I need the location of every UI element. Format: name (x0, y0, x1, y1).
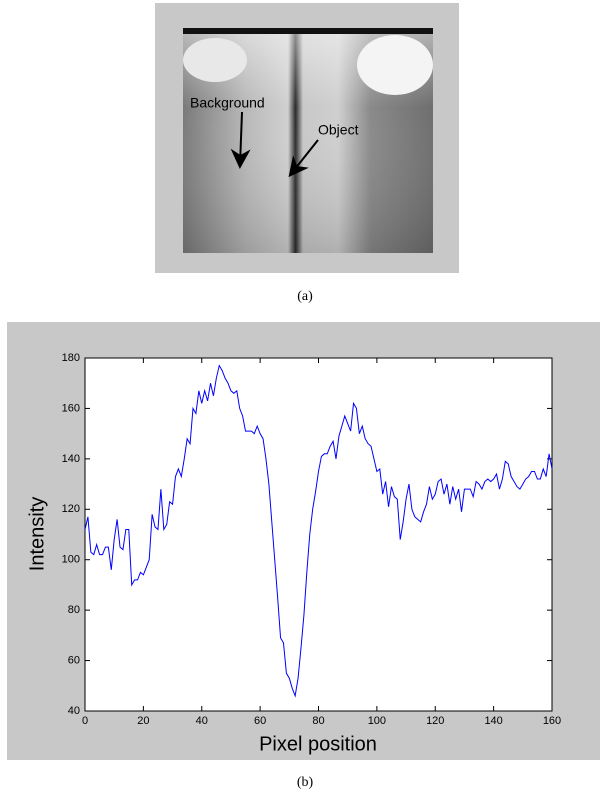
y-tick-label: 40 (68, 705, 80, 717)
photo-highlight (357, 35, 433, 95)
x-tick-label: 120 (426, 715, 444, 727)
y-axis-label: Intensity (26, 497, 48, 571)
caption: (b) (297, 775, 314, 790)
y-tick-label: 160 (62, 402, 80, 414)
annotation: Object (318, 122, 359, 138)
photo-highlight (183, 38, 247, 82)
x-tick-label: 0 (82, 715, 88, 727)
x-tick-label: 80 (312, 715, 324, 727)
data-line (84, 364, 553, 698)
plot-area (84, 357, 553, 712)
x-tick-label: 140 (484, 715, 502, 727)
photo-edge (183, 28, 433, 34)
y-tick-label: 140 (62, 453, 80, 465)
y-tick-label: 100 (62, 554, 80, 566)
x-tick-label: 20 (137, 715, 149, 727)
x-axis-label: Pixel position (259, 733, 377, 755)
x-tick-label: 60 (254, 715, 266, 727)
annotation: Background (190, 95, 265, 111)
x-tick-label: 160 (543, 715, 561, 727)
x-tick-label: 100 (368, 715, 386, 727)
caption: (a) (297, 289, 313, 304)
arrow (288, 139, 319, 178)
x-tick-label: 40 (196, 715, 208, 727)
y-tick-label: 120 (62, 503, 80, 515)
y-tick-label: 180 (62, 352, 80, 364)
arrow (230, 111, 251, 169)
y-tick-label: 60 (68, 654, 80, 666)
y-tick-label: 80 (68, 604, 80, 616)
